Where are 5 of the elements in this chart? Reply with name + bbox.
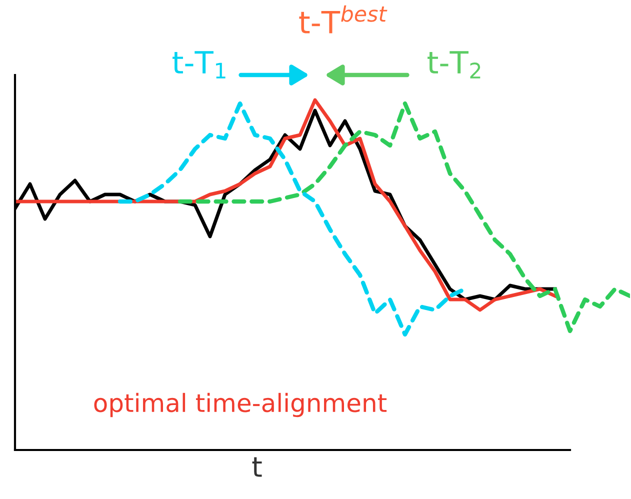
text: t-T$_{2}$ (428, 51, 480, 78)
x-axis-title: t (252, 457, 262, 477)
text: t-T$^{best}$ (299, 5, 388, 34)
annotation: optimal time-alignment (94, 392, 387, 418)
text: t-T$_{1}$ (172, 51, 226, 78)
